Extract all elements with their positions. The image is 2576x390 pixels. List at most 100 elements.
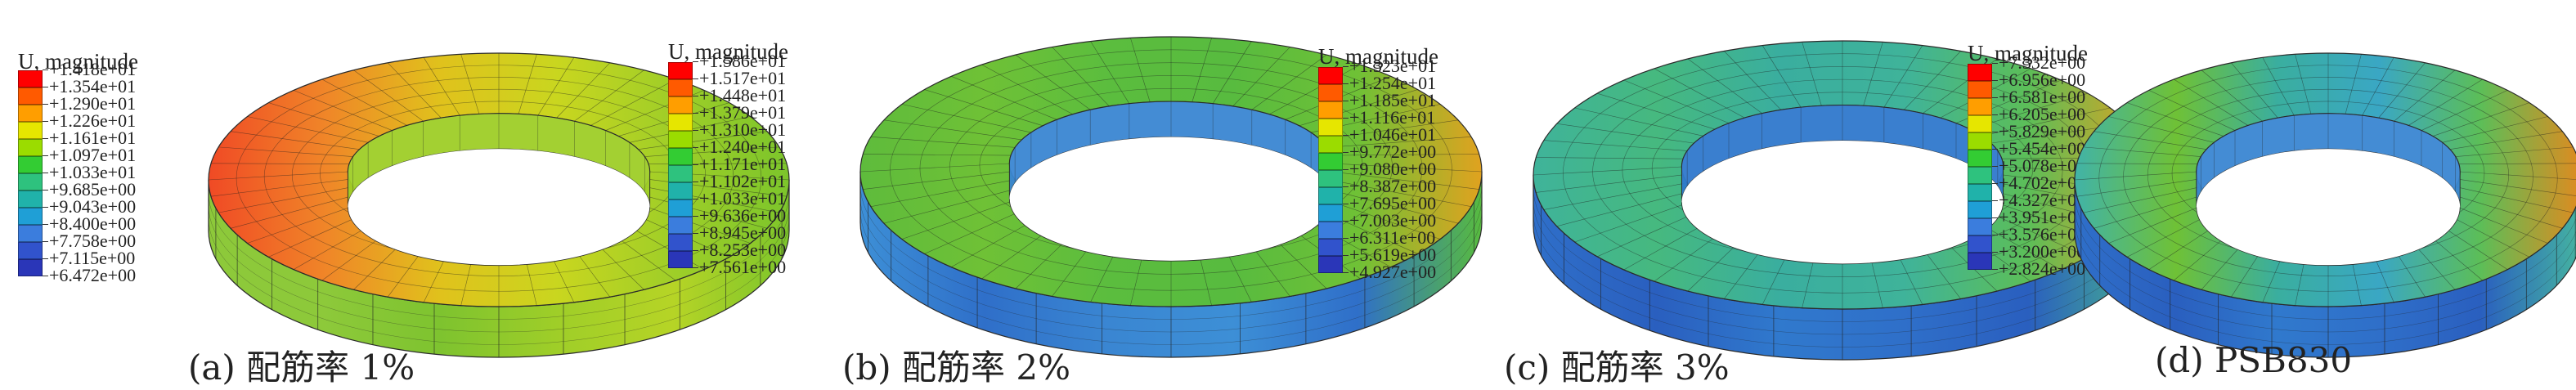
legend-value-label: +1.161e+01: [49, 128, 137, 148]
legend-value-label: +3.951e+00: [1999, 207, 2086, 227]
radial-mesh: [230, 131, 360, 150]
radial-mesh: [2094, 131, 2207, 150]
ring-mesh: [2098, 65, 2558, 292]
legend-value-label: +1.354e+01: [49, 76, 137, 96]
legend-value-label: +8.253e+00: [699, 240, 787, 260]
radial-mesh: [1320, 119, 1459, 141]
radial-mesh: [2083, 186, 2201, 213]
radial-mesh: [2455, 186, 2574, 213]
radial-mesh: [1597, 92, 1716, 130]
hole-rim: [348, 207, 650, 267]
radial-mesh: [268, 102, 379, 137]
radial-mesh: [870, 179, 1016, 207]
tick-mark: [43, 207, 48, 208]
legend-value-label: +1.379e+01: [699, 102, 787, 123]
hole-interior: [2196, 149, 2461, 266]
radial-mesh: [1687, 58, 1762, 114]
radial-mesh: [2231, 62, 2278, 119]
radial-mesh: [247, 116, 369, 143]
radial-mesh: [2126, 102, 2224, 137]
tick-mark: [1343, 186, 1349, 187]
radial-mesh: [1326, 136, 1472, 148]
legend-value-label: +7.115e+00: [49, 248, 136, 268]
radial-mesh: [1543, 182, 1688, 210]
radial-mesh: [2076, 179, 2198, 197]
tick-mark: [693, 267, 698, 268]
wall-mesh: [2074, 192, 2576, 320]
color-swatch: [1318, 170, 1343, 187]
color-swatch: [18, 105, 43, 122]
legend-value-label: +8.400e+00: [49, 213, 137, 234]
fe-ring-model: [208, 52, 790, 358]
tick-mark: [1992, 97, 1998, 98]
legend-value-label: +6.311e+00: [1349, 227, 1436, 248]
radial-mesh: [1543, 140, 1688, 151]
tick-mark: [43, 224, 48, 225]
fe-ring-model: [1533, 40, 2152, 361]
color-swatch: [1318, 256, 1343, 273]
color-swatch: [18, 242, 43, 259]
radial-mesh: [2449, 131, 2563, 150]
radial-mesh: [353, 69, 424, 122]
color-swatch: [18, 122, 43, 139]
legend-value-label: +5.829e+00: [1999, 121, 2086, 141]
color-swatch: [1318, 204, 1343, 222]
radial-mesh: [218, 146, 353, 157]
radial-mesh: [2394, 69, 2456, 122]
panel-caption: (a) 配筋率 1%: [188, 347, 415, 388]
color-swatch: [668, 182, 693, 199]
radial-mesh: [230, 193, 360, 229]
radial-mesh: [1802, 42, 1822, 106]
legend-value-label: +9.685e+00: [49, 179, 137, 199]
radial-mesh: [883, 119, 1022, 141]
panel-caption: (d) PSB830: [2155, 340, 2353, 380]
radial-mesh: [951, 76, 1057, 120]
radial-mesh: [1269, 64, 1361, 115]
color-swatch: [18, 225, 43, 242]
tick-mark: [1992, 63, 1998, 64]
legend-value-label: +1.586e+01: [699, 51, 787, 71]
color-swatch: [668, 217, 693, 234]
color-swatch: [18, 208, 43, 225]
radial-mesh: [1130, 38, 1151, 102]
tick-mark: [1343, 221, 1349, 222]
tick-mark: [43, 121, 48, 122]
tick-mark: [693, 78, 698, 79]
radial-mesh: [1052, 47, 1110, 107]
tick-mark: [1343, 272, 1349, 273]
color-swatch: [1968, 115, 1992, 132]
color-swatch: [668, 165, 693, 182]
radial-mesh: [1212, 41, 1252, 104]
color-swatch: [1968, 235, 1992, 253]
legend-value-label: +3.200e+00: [1999, 241, 2086, 262]
legend-value-label: +4.327e+00: [1999, 190, 2086, 210]
tick-mark: [43, 155, 48, 156]
radial-mesh: [1574, 107, 1703, 137]
tick-mark: [1992, 252, 1998, 253]
radial-mesh: [590, 78, 676, 126]
radial-mesh: [2074, 171, 2197, 181]
radial-mesh: [2408, 78, 2483, 126]
tick-mark: [693, 147, 698, 148]
color-swatch: [18, 139, 43, 156]
radial-mesh: [1332, 163, 1483, 173]
wall-mesh: [859, 196, 1483, 333]
tick-mark: [1343, 169, 1349, 170]
color-swatch: [18, 173, 43, 191]
wall-mesh: [2074, 217, 2576, 345]
wall-mesh: [859, 184, 1483, 320]
legend-value-label: +9.080e+00: [1349, 159, 1437, 179]
legend-value-label: +5.078e+00: [1999, 155, 2086, 176]
radial-mesh: [2295, 54, 2312, 114]
panel-caption: (c) 配筋率 3%: [1504, 347, 1730, 388]
wall-mesh: [208, 192, 790, 320]
radial-mesh: [859, 163, 1010, 173]
wall-mesh: [208, 204, 790, 333]
color-swatch: [1968, 98, 1992, 115]
color-swatch: [1318, 67, 1343, 84]
color-swatch: [18, 191, 43, 208]
tick-mark: [43, 241, 48, 242]
radial-mesh: [1192, 38, 1212, 102]
legend-value-label: +7.003e+00: [1349, 210, 1437, 231]
tick-mark: [1992, 80, 1998, 81]
